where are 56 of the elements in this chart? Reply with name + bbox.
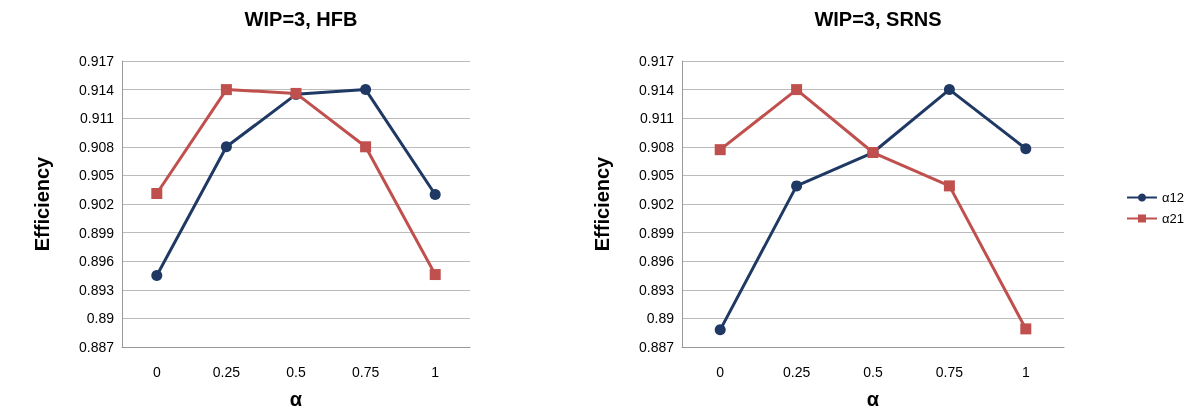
point bbox=[220, 141, 232, 153]
chart-title: WIP=3, SRNS bbox=[814, 8, 942, 30]
x-tick-label: 0 bbox=[152, 364, 161, 380]
point bbox=[714, 144, 726, 156]
y-tick-label: 0.89 bbox=[86, 310, 115, 327]
y-tick-label: 0.914 bbox=[638, 81, 675, 98]
y-tick-label: 0.917 bbox=[638, 53, 675, 69]
y-tick-label: 0.899 bbox=[638, 224, 675, 241]
point bbox=[360, 84, 372, 96]
y-tick-label: 0.905 bbox=[78, 167, 115, 184]
y-tick-label: 0.887 bbox=[638, 339, 675, 355]
point bbox=[791, 180, 803, 192]
y-tick-label: 0.899 bbox=[78, 224, 115, 241]
y-tick-label: 0.896 bbox=[638, 253, 675, 270]
point bbox=[943, 84, 955, 96]
x-tick-label: 0.75 bbox=[935, 364, 964, 380]
y-tick-label: 0.917 bbox=[78, 53, 115, 69]
y-tick-label: 0.893 bbox=[638, 281, 675, 298]
y-tick-label: 0.905 bbox=[638, 167, 675, 184]
y-tick-label: 0.908 bbox=[78, 138, 115, 155]
point bbox=[714, 324, 726, 336]
point bbox=[943, 180, 955, 192]
x-tick-label: 0 bbox=[716, 364, 725, 380]
x-tick-label: 0.25 bbox=[212, 364, 241, 380]
x-tick-label: 0.25 bbox=[782, 364, 811, 380]
y-tick-label: 0.887 bbox=[78, 339, 115, 355]
y-tick-label: 0.908 bbox=[638, 138, 675, 155]
x-axis-title: α bbox=[289, 388, 303, 410]
x-tick-label: 0.75 bbox=[351, 364, 380, 380]
point bbox=[220, 84, 232, 96]
point bbox=[360, 141, 372, 153]
legend-label: α21 bbox=[1162, 211, 1185, 226]
y-tick-label: 0.911 bbox=[640, 110, 675, 127]
point bbox=[151, 188, 163, 200]
point bbox=[791, 84, 803, 96]
point bbox=[429, 269, 441, 281]
chart-title: WIP=3, HFB bbox=[244, 8, 358, 30]
y-tick-label: 0.902 bbox=[78, 196, 115, 212]
y-tick-label: 0.902 bbox=[638, 196, 675, 212]
x-tick-label: 0.5 bbox=[286, 364, 306, 380]
y-axis-title: Efficiency bbox=[31, 155, 53, 252]
point bbox=[429, 188, 441, 200]
point bbox=[1020, 323, 1032, 335]
legend-label: α12 bbox=[1162, 190, 1185, 205]
y-tick-label: 0.914 bbox=[78, 81, 115, 98]
y-tick-label: 0.896 bbox=[78, 253, 115, 270]
point bbox=[1020, 143, 1032, 155]
x-tick-label: 1 bbox=[1021, 364, 1030, 380]
x-tick-label: 1 bbox=[431, 364, 440, 380]
y-tick-label: 0.89 bbox=[646, 310, 675, 327]
x-axis-title: α bbox=[866, 388, 880, 410]
y-tick-label: 0.911 bbox=[80, 110, 115, 127]
y-axis-title: Efficiency bbox=[591, 155, 613, 252]
point bbox=[151, 270, 163, 281]
y-tick-label: 0.893 bbox=[78, 281, 115, 298]
x-tick-label: 0.5 bbox=[863, 364, 883, 380]
